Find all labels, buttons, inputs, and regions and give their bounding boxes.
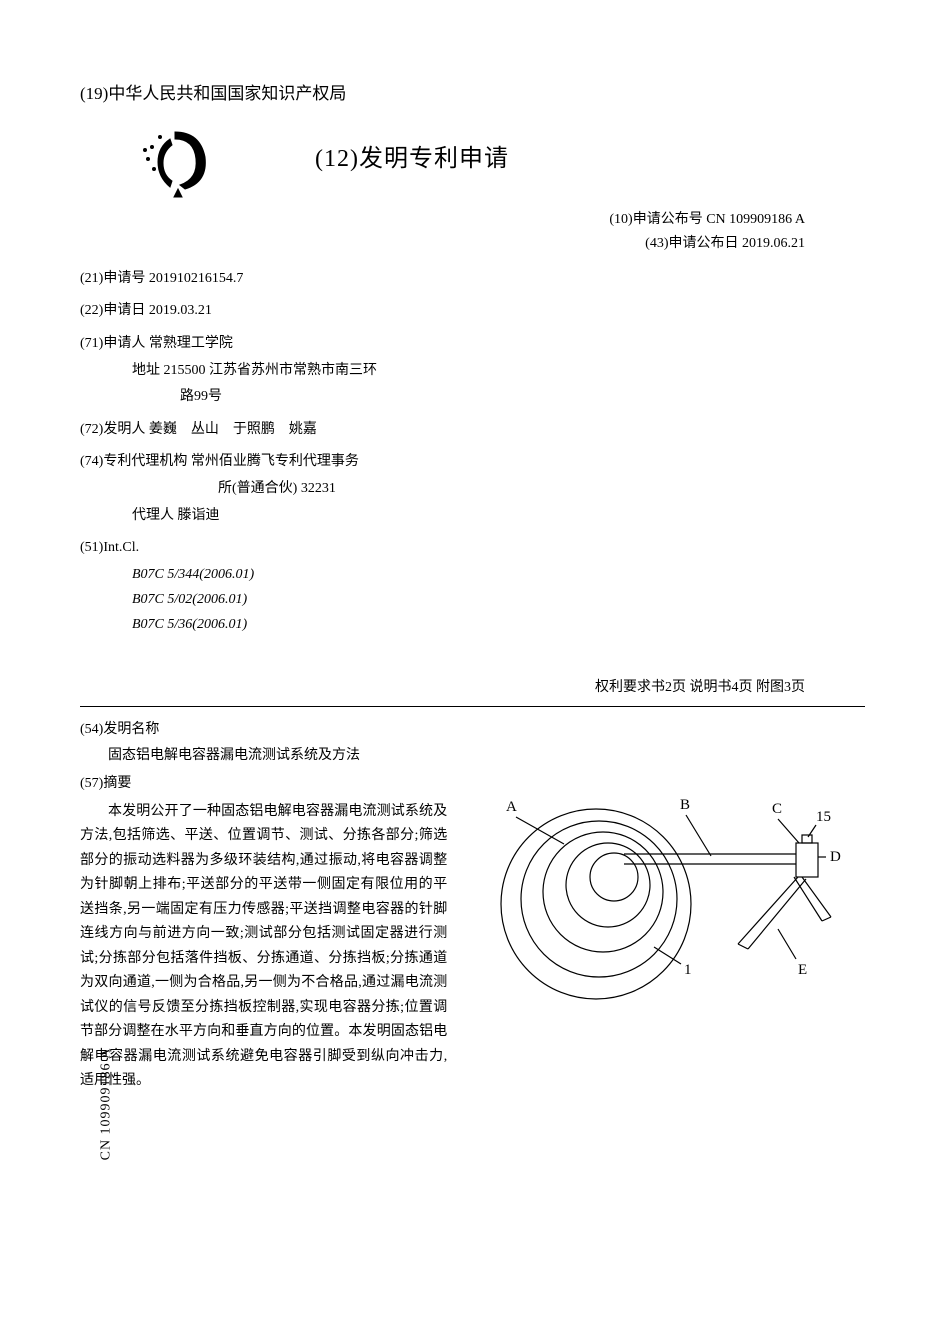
agent-block: (74)专利代理机构 常州佰业腾飞专利代理事务 所(普通合伙) 32231 代理… [80,449,865,529]
page-counts: 权利要求书2页 说明书4页 附图3页 [80,677,865,699]
app-date: 2019.03.21 [149,303,212,318]
applicant-name: 常熟理工学院 [149,336,233,351]
app-no-label: (21)申请号 [80,271,145,286]
diagram-label-1: 1 [684,962,692,978]
pub-date-label: (43)申请公布日 [645,236,738,251]
pub-date: 2019.06.21 [742,236,805,251]
inventor-block: (72)发明人 姜巍 丛山 于照鹏 姚嘉 [80,417,865,444]
inventor-names: 姜巍 丛山 于照鹏 姚嘉 [149,422,317,437]
header-row: (12)发明专利申请 [80,117,865,202]
intcl-block: (51)Int.Cl. B07C 5/344(2006.01) B07C 5/0… [80,535,865,637]
doc-type-title: (12)发明专利申请 [315,140,509,178]
diagram-label-a: A [506,799,517,815]
agent-org-label: (74)专利代理机构 [80,454,187,469]
divider-line [80,706,865,707]
agent-org-line1: 常州佰业腾飞专利代理事务 [191,454,359,469]
page-container: (19)中华人民共和国国家知识产权局 (12)发明专利申请 (10)申请公布号 [80,80,865,1280]
diagram-label-e: E [798,962,807,978]
authority-header: (19)中华人民共和国国家知识产权局 [80,80,865,107]
app-date-label: (22)申请日 [80,303,145,318]
left-column: (54)发明名称 固态铝电解电容器漏电流测试系统及方法 (57)摘要 本发明公开… [80,719,447,1094]
agent-person: 滕诣迪 [178,508,220,523]
diagram-label-d: D [830,849,841,865]
lower-section: (54)发明名称 固态铝电解电容器漏电流测试系统及方法 (57)摘要 本发明公开… [80,719,865,1094]
agent-person-label: 代理人 [132,508,174,523]
diagram-label-b: B [680,797,690,813]
cnipa-logo-icon [130,117,225,202]
agent-org-line2: 所(普通合伙) 32231 [218,481,336,496]
address-line1: 215500 江苏省苏州市常熟市南三环 [164,363,378,378]
application-date-block: (22)申请日 2019.03.21 [80,298,865,325]
applicant-block: (71)申请人 常熟理工学院 地址 215500 江苏省苏州市常熟市南三环 路9… [80,331,865,411]
address-label: 地址 [132,363,160,378]
app-no: 201910216154.7 [149,271,244,286]
diagram-label-c: C [772,801,782,817]
intcl-item-1: B07C 5/344(2006.01) [80,562,865,587]
pub-no: CN 109909186 A [706,212,805,227]
side-publication-number: CN 109909186 A [96,1047,118,1160]
intcl-item-3: B07C 5/36(2006.01) [80,612,865,637]
invention-name-label: (54)发明名称 [80,719,447,741]
address-line2: 路99号 [180,389,222,404]
invention-title: 固态铝电解电容器漏电流测试系统及方法 [80,745,447,767]
publication-info: (10)申请公布号 CN 109909186 A (43)申请公布日 2019.… [80,208,865,256]
inventor-label: (72)发明人 [80,422,145,437]
patent-diagram-icon: A B C D E 1 15 [476,749,856,1029]
right-column: A B C D E 1 15 [467,719,865,1094]
applicant-label: (71)申请人 [80,336,145,351]
abstract-text: 本发明公开了一种固态铝电解电容器漏电流测试系统及方法,包括筛选、平送、位置调节、… [80,800,447,1094]
application-number-block: (21)申请号 201910216154.7 [80,266,865,293]
intcl-item-2: B07C 5/02(2006.01) [80,587,865,612]
abstract-label: (57)摘要 [80,773,447,795]
diagram-label-15: 15 [816,809,831,825]
intcl-label: (51)Int.Cl. [80,535,865,562]
pub-no-label: (10)申请公布号 [609,212,702,227]
